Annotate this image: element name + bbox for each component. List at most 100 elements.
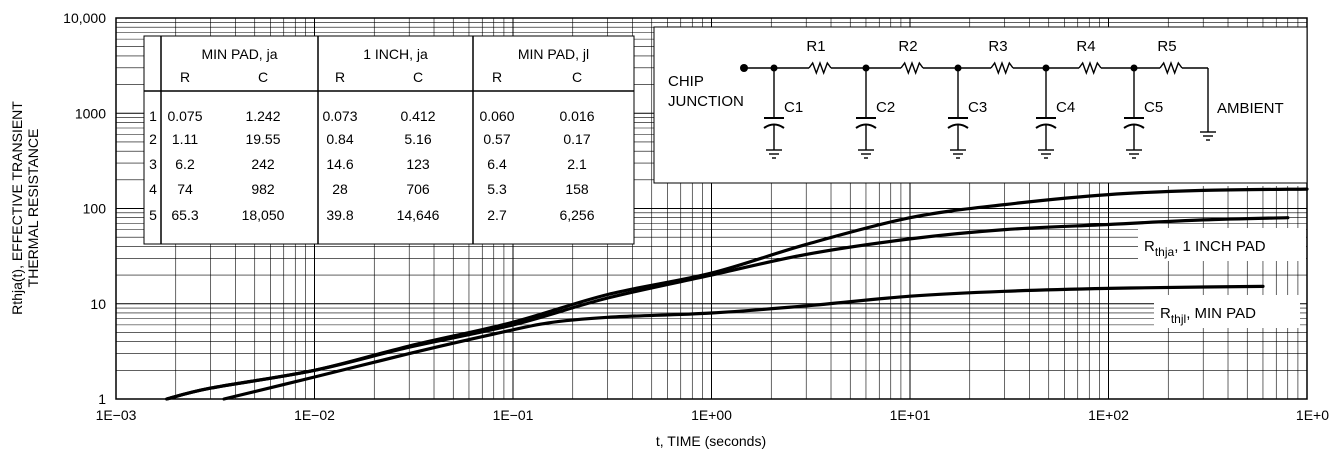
table-cell: 65.3 xyxy=(171,207,198,223)
table-cell: 1.242 xyxy=(245,108,280,124)
capacitor-icon xyxy=(763,123,785,129)
resistor-icon xyxy=(1078,60,1102,76)
table-group-header: 1 INCH, ja xyxy=(363,46,428,62)
resistor-icon xyxy=(900,60,924,76)
capacitor-icon xyxy=(947,123,969,129)
capacitor-icon xyxy=(855,123,877,129)
table-cell: 242 xyxy=(251,156,275,172)
capacitor-label: C5 xyxy=(1144,99,1163,116)
series-line-3 xyxy=(222,284,1265,401)
capacitor-label: C4 xyxy=(1056,99,1075,116)
series-label-2: Rthja, 1 INCH PAD xyxy=(1144,238,1266,259)
table-cell: 19.55 xyxy=(245,131,280,147)
x-axis-label: t, TIME (seconds) xyxy=(656,433,766,449)
table-cell: 74 xyxy=(177,181,193,197)
capacitor-label: C1 xyxy=(784,99,803,116)
table-cell: 0.016 xyxy=(559,108,594,124)
x-tick-label: 1E−01 xyxy=(493,407,534,423)
resistor-icon xyxy=(990,60,1014,76)
table-cell: 39.8 xyxy=(326,207,353,223)
table-cell: 0.073 xyxy=(322,108,357,124)
circuit-chip-label: CHIP xyxy=(668,73,704,90)
table-cell: 5.3 xyxy=(487,181,507,197)
table-cell: 6,256 xyxy=(559,207,594,223)
plot-frame xyxy=(115,17,1308,400)
table-cell: 0.075 xyxy=(167,108,202,124)
x-tick-label: 1E−03 xyxy=(96,407,137,423)
table-row-index: 3 xyxy=(149,156,157,172)
table-cell: 0.412 xyxy=(400,108,435,124)
capacitor-icon xyxy=(1123,123,1145,129)
circuit-frame xyxy=(653,26,1308,184)
table-cell: 982 xyxy=(251,181,275,197)
table-row-index: 2 xyxy=(149,131,157,147)
series-label-background xyxy=(1138,228,1306,261)
x-tick-label: 1E+01 xyxy=(890,407,931,423)
x-tick-label: 1E−02 xyxy=(294,407,335,423)
table-cell: 158 xyxy=(565,181,589,197)
series-label-background xyxy=(1154,295,1300,328)
circuit-junction-label: JUNCTION xyxy=(668,93,744,110)
table-cell: 1.11 xyxy=(172,131,198,147)
table-cell: 5.16 xyxy=(404,131,431,147)
resistor-label: R2 xyxy=(898,38,917,55)
series-curves xyxy=(165,187,1309,401)
rc-circuit-diagram: CHIP JUNCTION AMBIENT R1 R2 R3 R4 R5 C1 C2 C3 C4 C5 xyxy=(653,26,1308,184)
table-cell: 0.57 xyxy=(483,131,510,147)
resistor-label: R4 xyxy=(1076,38,1095,55)
table-cell: 0.17 xyxy=(563,131,590,147)
table-cell: 0.060 xyxy=(479,108,514,124)
table-cell: 123 xyxy=(406,156,430,172)
x-tick-label: 1E+00 xyxy=(691,407,732,423)
table-cell: 2.1 xyxy=(567,156,587,172)
table-cell: 14.6 xyxy=(326,156,353,172)
resistor-label: R5 xyxy=(1157,38,1176,55)
capacitor-label: C3 xyxy=(968,99,987,116)
table-cell: 0.84 xyxy=(326,131,353,147)
resistor-icon xyxy=(1159,60,1183,76)
y-axis-label-line1: Rthja(t), EFFECTIVE TRANSIENT xyxy=(9,101,25,315)
y-tick-label: 10 xyxy=(90,296,106,312)
series-label-main: R xyxy=(1144,238,1155,255)
table-row-index: 4 xyxy=(149,181,157,197)
resistor-label: R1 xyxy=(806,38,825,55)
table-column-header: R xyxy=(335,69,345,85)
table-cell: 18,050 xyxy=(242,207,285,223)
resistor-icon xyxy=(808,60,832,76)
y-tick-label: 100 xyxy=(83,201,107,217)
capacitor-icon xyxy=(1035,123,1057,129)
series-label-main: R xyxy=(1160,305,1171,322)
table-row-index: 5 xyxy=(149,207,157,223)
y-tick-labels: 1 10 100 1000 10,000 xyxy=(63,10,106,407)
table-cell: 14,646 xyxy=(397,207,440,223)
series-label-3: Rthjl, MIN PAD xyxy=(1160,305,1256,326)
series-label-rest: , MIN PAD xyxy=(1186,305,1256,322)
y-tick-label: 1 xyxy=(98,391,106,407)
series-line-2 xyxy=(165,216,1290,401)
table-row-index: 1 xyxy=(149,108,157,124)
table-column-header: C xyxy=(258,69,268,85)
x-tick-label: 1E+0 xyxy=(1296,407,1329,423)
y-tick-label: 1000 xyxy=(75,105,106,121)
table-group-header: MIN PAD, ja xyxy=(202,46,278,62)
table-cell: 706 xyxy=(406,181,430,197)
table-frame xyxy=(143,35,635,245)
table-cell: 28 xyxy=(332,181,348,197)
table-column-header: R xyxy=(180,69,190,85)
table-column-header: C xyxy=(413,69,423,85)
x-tick-labels: 1E−03 1E−02 1E−01 1E+00 1E+01 1E+02 1E+0 xyxy=(96,407,1330,423)
series-label-subscript: thjl xyxy=(1171,312,1186,326)
table-cell: 2.7 xyxy=(487,207,507,223)
y-tick-label: 10,000 xyxy=(63,10,106,26)
table-column-header: R xyxy=(492,69,502,85)
table-column-header: C xyxy=(572,69,582,85)
circuit-ambient-label: AMBIENT xyxy=(1217,100,1284,117)
resistor-label: R3 xyxy=(988,38,1007,55)
series-label-rest: , 1 INCH PAD xyxy=(1174,238,1266,255)
y-axis-label-line2: THERMAL RESISTANCE xyxy=(25,129,41,288)
table-cell: 6.4 xyxy=(487,156,507,172)
series-label-subscript: thja xyxy=(1155,245,1175,259)
x-tick-label: 1E+02 xyxy=(1088,407,1129,423)
table-cell: 6.2 xyxy=(175,156,195,172)
